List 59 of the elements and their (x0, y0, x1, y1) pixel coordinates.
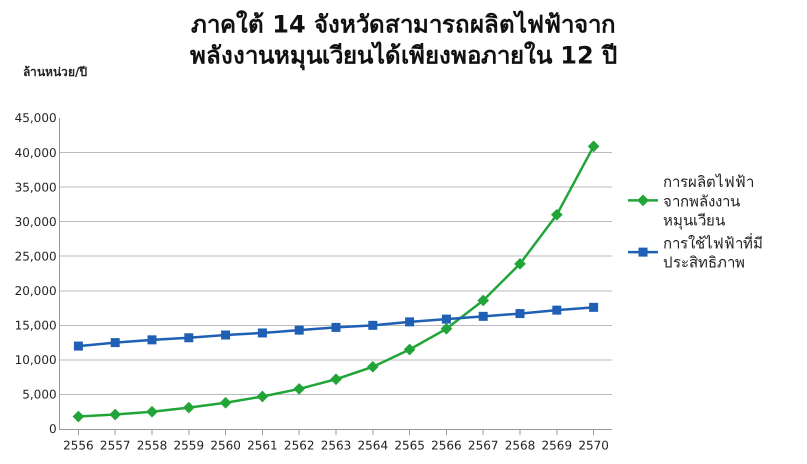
point (478, 312, 488, 321)
y-tick-label: 20,000 (14, 284, 57, 298)
y-tick-label: 40,000 (14, 146, 57, 160)
point (552, 306, 562, 315)
point (514, 258, 526, 270)
x-tick-label: 2567 (468, 438, 498, 452)
x-tick-label: 2563 (320, 438, 352, 452)
point (258, 328, 267, 338)
y-tick-label: 10,000 (14, 353, 57, 368)
point (184, 333, 194, 342)
legend-label: การใช้ไฟฟ้าที่มี ประสิทธิภาพ (663, 232, 764, 272)
point (477, 294, 490, 306)
x-tick-label: 2557 (100, 438, 130, 452)
point (405, 317, 414, 326)
point (109, 408, 122, 420)
x-tick-label: 2558 (136, 438, 168, 452)
point (368, 320, 378, 330)
y-tick-label: 0 (48, 422, 57, 436)
legend-label: การผลิตไฟฟ้า จากพลังงาน หมุนเวียน (663, 172, 754, 231)
x-tick-label: 2562 (284, 438, 314, 452)
point (588, 140, 600, 152)
x-tick-label: 2566 (431, 438, 462, 452)
chart-title: ภาคใต้ 14 จังหวัดสามารถผลิตไฟฟ้าจาก พลังงานหมุนเวียนได้เพียงพอภายใน 12 ปี (190, 9, 618, 72)
x-tick-label: 2561 (247, 438, 278, 452)
point (220, 396, 232, 409)
point (366, 360, 379, 373)
x-tick-label: 2568 (504, 438, 536, 452)
x-tick-label: 2569 (542, 438, 572, 452)
x-tick-label: 2559 (174, 438, 204, 452)
point (72, 410, 84, 422)
point (550, 208, 563, 221)
point (148, 335, 156, 344)
point (110, 338, 120, 348)
point (74, 342, 83, 351)
point (330, 373, 342, 386)
y-axis-title: ล้านหน่วย/ปี (23, 65, 88, 79)
y-tick-label: 25,000 (14, 249, 57, 264)
x-tick-label: 2570 (578, 438, 609, 452)
y-tick-label: 35,000 (14, 180, 57, 194)
point (442, 314, 451, 324)
point (182, 402, 195, 414)
point (293, 383, 306, 395)
point (404, 344, 416, 356)
point (589, 302, 598, 312)
point (221, 330, 230, 340)
x-tick-label: 2560 (210, 438, 241, 452)
y-tick-label: 5,000 (22, 388, 57, 402)
x-tick-label: 2565 (394, 438, 425, 452)
point (294, 326, 304, 335)
y-tick-label: 45,000 (14, 111, 57, 126)
point (332, 322, 340, 332)
x-tick-label: 2564 (358, 438, 388, 452)
point (256, 390, 268, 402)
y-tick-label: 15,000 (14, 318, 57, 333)
y-tick-label: 30,000 (14, 214, 57, 229)
x-tick-label: 2556 (63, 438, 94, 452)
point (146, 406, 158, 418)
point (516, 309, 524, 318)
point (440, 322, 452, 335)
